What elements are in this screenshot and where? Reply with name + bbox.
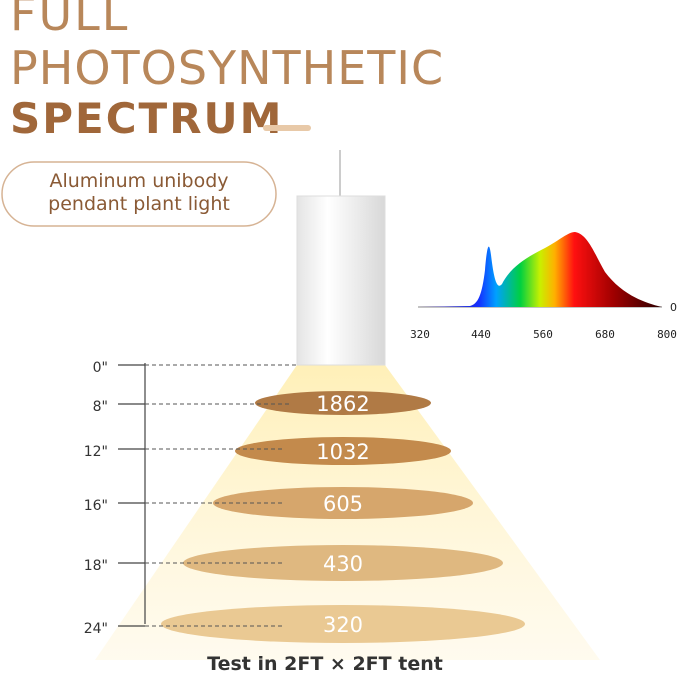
ppfd-value: 1032 (316, 440, 369, 464)
badge (1, 161, 277, 227)
ppfd-value: 320 (323, 613, 363, 637)
spectrum-x-label: 560 (533, 328, 553, 341)
spectrum-chart (418, 232, 662, 308)
lamp (296, 195, 386, 366)
title-highlight: SPECTRUM (10, 94, 283, 143)
ppfd-zone (213, 487, 473, 519)
spectrum-y-label: 0 (670, 301, 677, 314)
accent-bar (263, 125, 311, 131)
spectrum-x-label: 320 (410, 328, 430, 341)
spectrum-x-label: 800 (657, 328, 677, 341)
ppfd-zone (183, 545, 503, 581)
distance-label: 12" (84, 444, 108, 460)
distance-label: 18" (84, 558, 108, 574)
footer: Test in 2FT × 2FT tent (207, 653, 443, 674)
ppfd-zone (235, 437, 451, 465)
spectrum-x-label: 680 (595, 328, 615, 341)
ppfd-value: 605 (323, 492, 363, 516)
title-line: PHOTOSYNTHETIC (10, 41, 444, 95)
badge-text: pendant plant light (48, 193, 230, 215)
spectrum-curve (418, 232, 662, 307)
spectrum-x-label: 440 (471, 328, 491, 341)
distance-label: 16" (84, 498, 108, 514)
badge-text: Aluminum unibody (49, 170, 228, 192)
distance-label: 0" (93, 360, 108, 376)
ppfd-zone (161, 605, 525, 643)
distance-label: 24" (84, 621, 108, 637)
title-line: FULL (10, 0, 129, 41)
ppfd-zone (255, 391, 431, 415)
ppfd-value: 430 (323, 552, 363, 576)
ppfd-value: 1862 (316, 392, 369, 416)
distance-label: 8" (93, 399, 108, 415)
